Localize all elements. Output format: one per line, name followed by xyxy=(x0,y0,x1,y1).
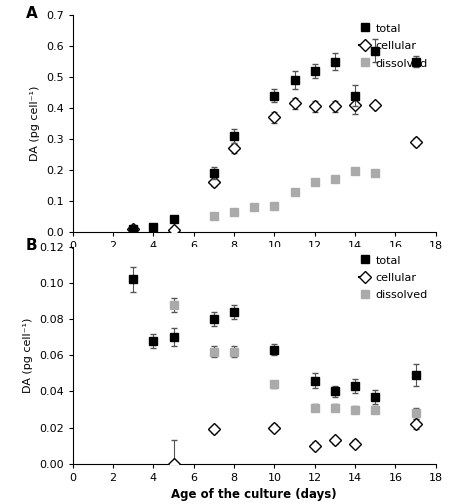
Legend: total, cellular, dissolved: total, cellular, dissolved xyxy=(357,21,430,71)
Legend: total, cellular, dissolved: total, cellular, dissolved xyxy=(357,253,430,302)
X-axis label: Age of culture (days): Age of culture (days) xyxy=(184,257,324,270)
Y-axis label: DA (pg cell⁻¹): DA (pg cell⁻¹) xyxy=(23,318,33,393)
Y-axis label: DA (pg cell⁻¹): DA (pg cell⁻¹) xyxy=(30,86,40,161)
Text: A: A xyxy=(25,7,37,22)
Text: B: B xyxy=(25,238,37,254)
X-axis label: Age of the culture (days): Age of the culture (days) xyxy=(172,488,337,501)
